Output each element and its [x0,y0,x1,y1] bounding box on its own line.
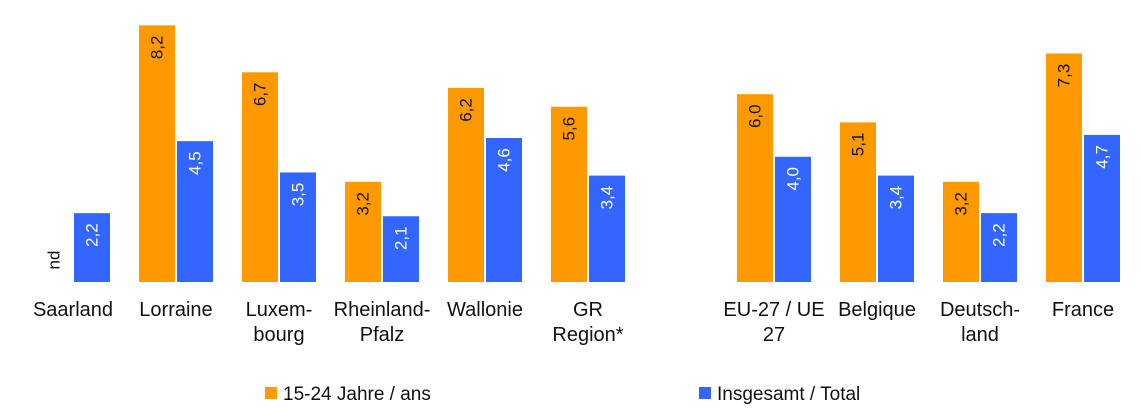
bar-youth [737,94,773,282]
data-label-youth: nd [45,251,64,270]
data-label-youth: 6,7 [251,82,270,106]
bar-total [280,172,316,282]
data-label-total: 4,5 [186,151,205,175]
data-label-total: 3,4 [887,186,906,210]
bar-youth [840,122,876,283]
data-label-youth: 8,2 [148,36,167,60]
category-label: Luxem- [246,299,313,321]
data-label-total: 4,6 [495,148,514,172]
bar-youth [1046,53,1082,283]
category-label: bourg [253,324,304,346]
bar-total [486,138,522,282]
bar-youth [345,181,381,282]
category-label: Saarland [33,299,113,321]
legend-label-youth: 15-24 Jahre / ans [283,384,431,405]
bar-total [383,216,419,282]
bar-youth [242,72,278,282]
bar-youth [448,87,484,282]
data-label-youth: 5,6 [560,117,579,141]
bar-total [177,141,213,282]
bar-total [981,213,1017,282]
bar-total [589,175,625,282]
legend-swatch-youth [265,387,277,399]
legend-swatch-total [699,387,711,399]
data-label-total: 2,2 [83,223,102,247]
data-label-total: 3,5 [289,183,308,207]
bar-total [775,156,811,282]
data-label-total: 4,0 [784,167,803,191]
category-label: 27 [763,324,785,346]
category-label: Pfalz [360,324,404,346]
bar-total [1084,134,1120,282]
bar-total [878,175,914,282]
category-label: EU-27 / UE [723,299,824,321]
data-label-youth: 6,0 [746,104,765,128]
category-label: Rheinland- [334,299,431,321]
bar-total [74,213,110,282]
bar-youth [551,106,587,282]
data-label-total: 2,2 [990,223,1009,247]
data-label-total: 4,7 [1093,145,1112,169]
data-label-youth: 3,2 [354,192,373,216]
data-label-total: 3,4 [598,186,617,210]
data-label-total: 2,1 [392,226,411,250]
bar-youth [943,181,979,282]
legend-label-total: Insgesamt / Total [717,384,860,405]
category-label: Region* [552,324,623,346]
category-label: Wallonie [447,299,523,321]
bar-youth [139,25,175,283]
data-label-youth: 5,1 [849,133,868,157]
category-label: Deutsch- [940,299,1020,321]
category-label: GR [573,299,603,321]
data-label-youth: 3,2 [952,192,971,216]
category-label: land [961,324,999,346]
category-label: Lorraine [139,299,212,321]
data-label-youth: 6,2 [457,98,476,122]
category-label: France [1052,299,1114,321]
data-label-youth: 7,3 [1055,64,1074,88]
category-label: Belgique [838,299,916,321]
